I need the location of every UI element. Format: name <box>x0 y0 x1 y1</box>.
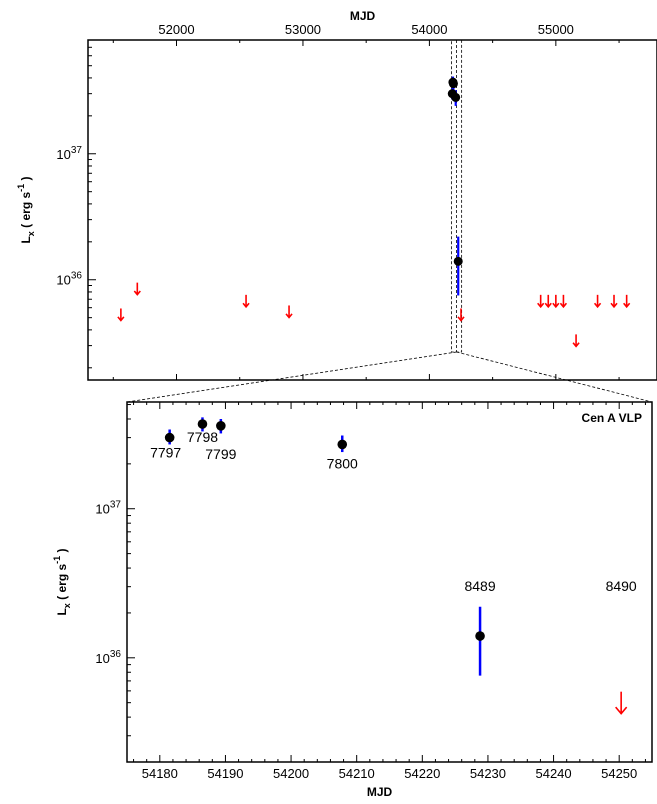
zoom-upper-limits <box>615 691 628 715</box>
overview-y-axis-label: Lx ( erg s-1 ) <box>16 176 36 243</box>
obsid-label: 7800 <box>327 455 358 471</box>
detection-point <box>197 419 208 429</box>
upper-limit-arrow <box>623 294 631 309</box>
upper-limit-arrow <box>552 294 560 309</box>
x-tick-label: 53000 <box>285 22 321 37</box>
x-tick-label: 54180 <box>142 766 178 781</box>
x-tick-label: 54250 <box>601 766 637 781</box>
overview-upper-limits <box>117 282 631 348</box>
obsid-label: 8489 <box>464 578 495 594</box>
zoom-x-axis-label: MJD <box>367 785 393 799</box>
detection-point <box>453 256 463 266</box>
obsid-label: 8490 <box>606 578 637 594</box>
obsid-label: 7799 <box>205 446 236 462</box>
zoom-ticks: 54180 54190 54200 54210 54220 54230 54240 54250… <box>95 402 646 781</box>
y-tick-label: 1037 <box>56 145 82 162</box>
detection-point <box>216 421 226 431</box>
zoom-panel: 54180 54190 54200 54210 54220 54230 54240 54250… <box>52 401 653 799</box>
upper-limit-arrow <box>242 294 250 309</box>
overview-detections <box>447 77 463 266</box>
x-tick-label: 54210 <box>339 766 375 781</box>
upper-limit-arrow <box>544 294 552 309</box>
upper-limit-arrow <box>457 308 465 322</box>
x-tick-label: 54240 <box>535 766 571 781</box>
overview-panel: 52000 53000 54000 55000 1036 1037 MJD Lx ( er… <box>16 9 657 381</box>
x-tick-label: 52000 <box>158 22 194 37</box>
detection-point <box>451 92 461 102</box>
upper-limit-arrow <box>610 294 618 309</box>
zoom-connector-lines <box>126 351 653 403</box>
upper-limit-arrow <box>537 294 545 309</box>
upper-limit-arrow <box>572 334 580 348</box>
overview-x-axis-label: MJD <box>350 9 376 23</box>
x-tick-label: 54220 <box>404 766 440 781</box>
y-tick-label: 1036 <box>56 271 82 288</box>
x-tick-label: 55000 <box>538 22 574 37</box>
y-tick-label: 1037 <box>95 500 121 517</box>
detection-point <box>448 79 458 89</box>
x-tick-label: 54190 <box>207 766 243 781</box>
zoom-title: Cen A VLP <box>582 411 642 425</box>
zoom-line-left <box>126 351 457 403</box>
detection-point <box>164 432 175 443</box>
overview-plot-frame <box>87 39 657 381</box>
zoom-plot-frame <box>126 401 653 763</box>
upper-limit-arrow <box>285 305 293 319</box>
detection-point <box>475 631 485 641</box>
y-tick-label: 1036 <box>95 649 121 666</box>
x-tick-label: 54230 <box>470 766 506 781</box>
upper-limit-arrow <box>615 691 628 715</box>
x-tick-label: 54200 <box>273 766 309 781</box>
overview-ticks: 52000 53000 54000 55000 1036 1037 <box>56 22 620 380</box>
upper-limit-arrow <box>133 282 141 296</box>
upper-limit-arrow <box>559 294 568 309</box>
zoom-line-right <box>456 351 653 403</box>
obsid-label: 7798 <box>187 429 218 445</box>
obsid-label: 7797 <box>150 445 181 461</box>
upper-limit-arrow <box>593 294 602 309</box>
zoom-y-axis-label: Lx ( erg s-1 ) <box>52 548 72 615</box>
x-tick-label: 54000 <box>411 22 447 37</box>
detection-point <box>337 439 348 450</box>
upper-limit-arrow <box>117 308 125 322</box>
zoom-detections <box>164 419 485 641</box>
